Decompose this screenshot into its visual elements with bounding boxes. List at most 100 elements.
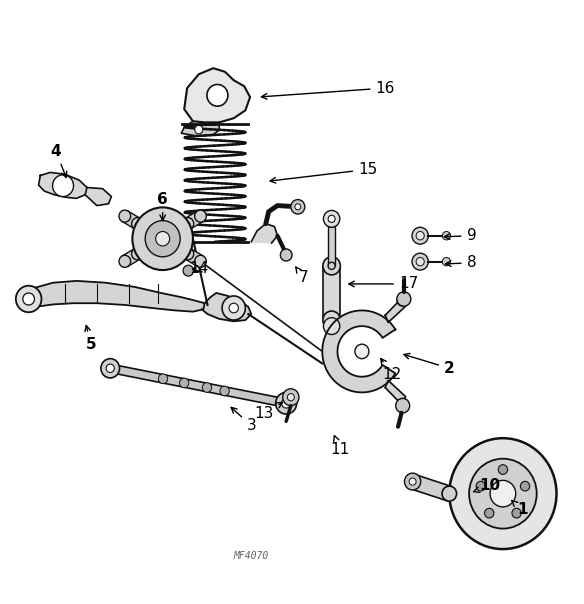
Circle shape bbox=[442, 257, 450, 266]
Polygon shape bbox=[185, 211, 203, 229]
Circle shape bbox=[323, 311, 340, 329]
Text: 8: 8 bbox=[446, 255, 477, 271]
Polygon shape bbox=[385, 381, 406, 406]
Circle shape bbox=[442, 231, 450, 240]
Polygon shape bbox=[201, 293, 251, 321]
Circle shape bbox=[106, 364, 114, 373]
Circle shape bbox=[295, 204, 301, 210]
Circle shape bbox=[396, 399, 410, 413]
Circle shape bbox=[485, 509, 494, 518]
Circle shape bbox=[520, 481, 530, 491]
Polygon shape bbox=[323, 266, 340, 320]
Circle shape bbox=[469, 458, 537, 528]
Circle shape bbox=[291, 199, 305, 214]
Circle shape bbox=[328, 220, 335, 227]
Polygon shape bbox=[328, 223, 335, 266]
Polygon shape bbox=[122, 211, 140, 229]
Circle shape bbox=[194, 210, 206, 222]
Circle shape bbox=[328, 215, 335, 222]
Circle shape bbox=[416, 257, 424, 266]
Circle shape bbox=[183, 265, 193, 276]
Circle shape bbox=[119, 255, 131, 268]
Circle shape bbox=[131, 217, 143, 230]
Text: 1: 1 bbox=[512, 501, 527, 518]
Text: 3: 3 bbox=[231, 407, 256, 433]
Circle shape bbox=[202, 383, 211, 393]
Text: 15: 15 bbox=[270, 162, 377, 183]
Polygon shape bbox=[185, 249, 203, 266]
Circle shape bbox=[229, 303, 238, 313]
Circle shape bbox=[133, 207, 193, 270]
Circle shape bbox=[194, 126, 203, 134]
Circle shape bbox=[145, 220, 180, 257]
Polygon shape bbox=[411, 474, 451, 501]
Circle shape bbox=[101, 359, 120, 378]
Text: 17: 17 bbox=[349, 277, 418, 291]
Circle shape bbox=[220, 386, 230, 396]
Polygon shape bbox=[184, 68, 250, 123]
Text: 9: 9 bbox=[444, 228, 477, 243]
Circle shape bbox=[158, 374, 168, 384]
Circle shape bbox=[397, 294, 409, 306]
Text: 13: 13 bbox=[255, 402, 283, 421]
Circle shape bbox=[131, 248, 143, 260]
Text: 5: 5 bbox=[85, 326, 96, 352]
Polygon shape bbox=[39, 172, 87, 198]
Circle shape bbox=[119, 210, 131, 222]
Circle shape bbox=[328, 262, 335, 269]
Text: 2: 2 bbox=[404, 353, 455, 376]
Circle shape bbox=[222, 296, 245, 320]
Circle shape bbox=[156, 231, 169, 246]
Text: MF4070: MF4070 bbox=[234, 551, 269, 561]
Text: 6: 6 bbox=[157, 192, 168, 220]
Polygon shape bbox=[385, 297, 406, 323]
Circle shape bbox=[276, 393, 297, 414]
Circle shape bbox=[23, 293, 34, 305]
Circle shape bbox=[16, 286, 41, 312]
Text: 4: 4 bbox=[51, 144, 67, 178]
Circle shape bbox=[397, 292, 411, 306]
Circle shape bbox=[323, 257, 340, 275]
Polygon shape bbox=[85, 187, 112, 205]
Circle shape bbox=[397, 399, 409, 411]
Circle shape bbox=[280, 249, 292, 261]
Circle shape bbox=[512, 509, 522, 518]
Circle shape bbox=[442, 486, 457, 501]
Circle shape bbox=[416, 231, 424, 240]
Circle shape bbox=[106, 364, 114, 373]
Polygon shape bbox=[109, 364, 287, 407]
Text: 14: 14 bbox=[189, 261, 208, 276]
Circle shape bbox=[412, 227, 428, 244]
Polygon shape bbox=[122, 249, 140, 266]
Polygon shape bbox=[322, 310, 395, 393]
Polygon shape bbox=[24, 281, 204, 312]
Circle shape bbox=[182, 248, 194, 260]
Circle shape bbox=[324, 210, 340, 227]
Circle shape bbox=[194, 255, 206, 268]
Circle shape bbox=[498, 464, 507, 474]
Circle shape bbox=[282, 399, 290, 408]
Text: 16: 16 bbox=[262, 80, 395, 99]
Circle shape bbox=[287, 394, 294, 401]
Circle shape bbox=[449, 438, 557, 549]
Circle shape bbox=[281, 399, 291, 408]
Circle shape bbox=[182, 217, 194, 230]
Circle shape bbox=[412, 253, 428, 270]
Text: 12: 12 bbox=[381, 359, 402, 382]
Circle shape bbox=[53, 175, 74, 196]
Circle shape bbox=[476, 481, 485, 491]
Circle shape bbox=[405, 473, 420, 490]
Polygon shape bbox=[181, 121, 219, 137]
Circle shape bbox=[405, 474, 420, 489]
Circle shape bbox=[490, 480, 516, 507]
Circle shape bbox=[207, 85, 228, 106]
Polygon shape bbox=[251, 223, 277, 243]
Circle shape bbox=[355, 344, 369, 359]
Text: 11: 11 bbox=[330, 435, 349, 457]
Circle shape bbox=[324, 318, 340, 335]
Circle shape bbox=[409, 478, 416, 485]
Text: 10: 10 bbox=[474, 478, 500, 493]
Circle shape bbox=[179, 378, 189, 388]
Circle shape bbox=[283, 389, 299, 406]
Text: 7: 7 bbox=[296, 267, 308, 286]
